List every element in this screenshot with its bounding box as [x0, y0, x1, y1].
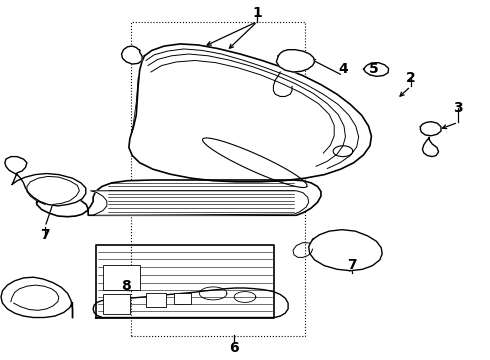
Polygon shape — [1, 277, 73, 318]
Polygon shape — [5, 157, 86, 206]
Polygon shape — [422, 138, 439, 157]
Text: 2: 2 — [406, 72, 416, 85]
Bar — [131, 22, 305, 336]
Polygon shape — [96, 245, 274, 318]
Text: 3: 3 — [453, 101, 463, 115]
Text: 5: 5 — [368, 62, 378, 76]
Text: 7: 7 — [347, 258, 357, 271]
Polygon shape — [91, 191, 309, 215]
Polygon shape — [129, 44, 371, 182]
Polygon shape — [309, 230, 382, 271]
Polygon shape — [37, 180, 321, 217]
Text: 4: 4 — [338, 62, 348, 76]
Polygon shape — [276, 50, 315, 72]
Bar — [103, 265, 140, 290]
Polygon shape — [364, 63, 389, 76]
Polygon shape — [420, 122, 441, 136]
Bar — [103, 294, 130, 314]
Bar — [146, 293, 166, 307]
Text: 7: 7 — [40, 228, 50, 242]
Text: 1: 1 — [252, 6, 262, 20]
Polygon shape — [122, 46, 142, 64]
Text: 8: 8 — [122, 279, 131, 293]
Text: 6: 6 — [229, 342, 239, 355]
Bar — [174, 293, 191, 304]
